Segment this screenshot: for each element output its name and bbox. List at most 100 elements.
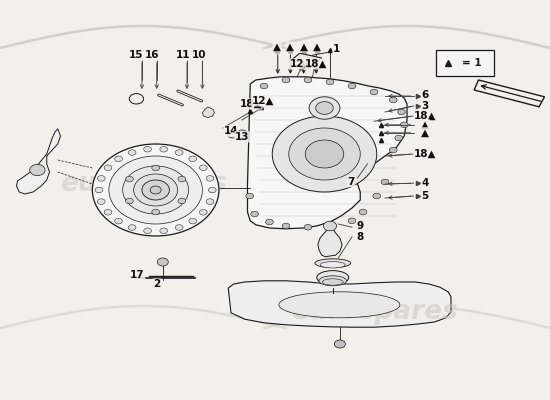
Circle shape bbox=[92, 144, 219, 236]
Text: 8: 8 bbox=[356, 232, 364, 242]
Circle shape bbox=[348, 218, 356, 224]
Circle shape bbox=[123, 166, 189, 214]
Text: 18▲: 18▲ bbox=[414, 111, 436, 121]
Circle shape bbox=[144, 146, 151, 152]
Circle shape bbox=[348, 83, 356, 89]
Circle shape bbox=[389, 97, 397, 103]
Circle shape bbox=[157, 258, 168, 266]
Circle shape bbox=[178, 176, 186, 182]
Circle shape bbox=[152, 165, 160, 171]
Text: 16: 16 bbox=[145, 50, 159, 60]
FancyBboxPatch shape bbox=[436, 50, 494, 76]
Circle shape bbox=[128, 150, 136, 155]
Text: 2: 2 bbox=[153, 279, 161, 289]
Text: ▲: ▲ bbox=[421, 120, 429, 130]
Circle shape bbox=[200, 165, 207, 170]
Circle shape bbox=[323, 221, 337, 231]
Circle shape bbox=[160, 228, 168, 234]
Circle shape bbox=[97, 176, 105, 181]
Circle shape bbox=[272, 116, 377, 192]
Circle shape bbox=[175, 150, 183, 155]
Circle shape bbox=[395, 135, 403, 141]
Circle shape bbox=[134, 174, 178, 206]
Circle shape bbox=[370, 89, 378, 95]
Text: 18▲: 18▲ bbox=[240, 99, 262, 109]
Circle shape bbox=[260, 83, 268, 89]
Circle shape bbox=[200, 210, 207, 215]
Circle shape bbox=[95, 187, 103, 193]
Circle shape bbox=[282, 77, 290, 83]
Ellipse shape bbox=[315, 259, 351, 268]
Circle shape bbox=[115, 218, 123, 224]
Circle shape bbox=[304, 77, 312, 83]
Circle shape bbox=[251, 211, 258, 217]
Text: 6: 6 bbox=[421, 90, 429, 100]
Text: = 1: = 1 bbox=[462, 58, 482, 68]
Polygon shape bbox=[292, 53, 322, 65]
Circle shape bbox=[104, 210, 112, 215]
Ellipse shape bbox=[320, 262, 345, 268]
Text: ▲: ▲ bbox=[421, 128, 429, 138]
Circle shape bbox=[316, 102, 333, 114]
Circle shape bbox=[206, 199, 214, 204]
Polygon shape bbox=[474, 80, 544, 107]
Text: 10: 10 bbox=[192, 50, 206, 60]
Circle shape bbox=[289, 128, 360, 180]
Circle shape bbox=[109, 156, 202, 224]
Text: 9: 9 bbox=[357, 221, 364, 231]
Circle shape bbox=[30, 164, 45, 176]
Polygon shape bbox=[248, 77, 407, 229]
Polygon shape bbox=[228, 281, 451, 327]
Ellipse shape bbox=[317, 270, 349, 285]
Circle shape bbox=[152, 209, 160, 215]
Polygon shape bbox=[318, 228, 342, 257]
Text: 17: 17 bbox=[130, 270, 145, 280]
Circle shape bbox=[227, 130, 238, 138]
Circle shape bbox=[305, 140, 344, 168]
Circle shape bbox=[326, 79, 334, 85]
Circle shape bbox=[282, 223, 290, 229]
Circle shape bbox=[160, 146, 168, 152]
Text: 5: 5 bbox=[421, 191, 429, 201]
Circle shape bbox=[144, 228, 151, 234]
Circle shape bbox=[381, 179, 389, 185]
Circle shape bbox=[206, 176, 214, 181]
Text: ▲: ▲ bbox=[300, 42, 307, 52]
Text: 12▲: 12▲ bbox=[252, 96, 274, 106]
Ellipse shape bbox=[319, 276, 346, 286]
Text: 18▲: 18▲ bbox=[305, 59, 327, 69]
Circle shape bbox=[389, 147, 397, 153]
Ellipse shape bbox=[322, 279, 343, 285]
Text: ▲: ▲ bbox=[287, 42, 294, 52]
Text: 1: 1 bbox=[333, 44, 340, 54]
Circle shape bbox=[246, 193, 254, 199]
Text: 3: 3 bbox=[421, 101, 429, 111]
Text: 11: 11 bbox=[176, 50, 190, 60]
Circle shape bbox=[398, 109, 405, 115]
Text: eurospares: eurospares bbox=[59, 171, 227, 197]
Circle shape bbox=[142, 180, 169, 200]
Circle shape bbox=[266, 219, 273, 225]
Circle shape bbox=[359, 209, 367, 215]
Circle shape bbox=[334, 340, 345, 348]
Circle shape bbox=[373, 193, 381, 199]
Polygon shape bbox=[16, 129, 60, 194]
Circle shape bbox=[400, 122, 408, 128]
Circle shape bbox=[178, 198, 186, 204]
Text: 7: 7 bbox=[347, 177, 355, 186]
Circle shape bbox=[326, 223, 334, 229]
Text: 4: 4 bbox=[421, 178, 429, 188]
Polygon shape bbox=[202, 107, 215, 118]
Circle shape bbox=[125, 176, 133, 182]
Circle shape bbox=[150, 186, 161, 194]
Circle shape bbox=[236, 130, 248, 138]
Circle shape bbox=[189, 156, 196, 162]
Circle shape bbox=[208, 187, 216, 193]
Circle shape bbox=[104, 165, 112, 170]
Text: 14: 14 bbox=[224, 126, 238, 136]
Circle shape bbox=[125, 198, 133, 204]
Text: eurospares: eurospares bbox=[290, 299, 458, 325]
Text: ▲: ▲ bbox=[273, 42, 281, 52]
Circle shape bbox=[189, 218, 196, 224]
Text: 13: 13 bbox=[235, 132, 249, 142]
